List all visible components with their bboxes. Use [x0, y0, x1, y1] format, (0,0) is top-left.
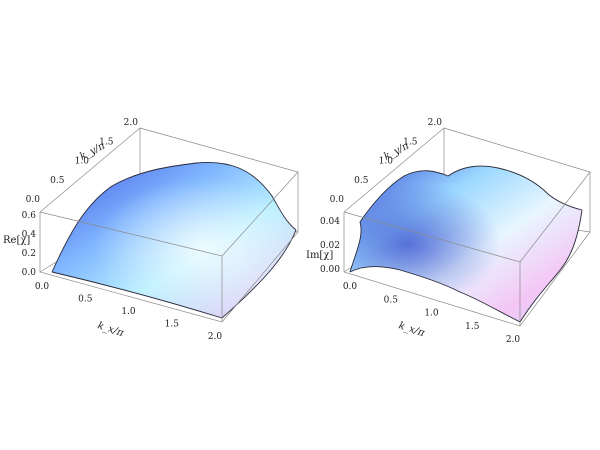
- z-axis-label: Im[χ]: [306, 250, 333, 261]
- z-tick-label: 0.2: [22, 249, 36, 259]
- y-tick-label: 0.0: [330, 195, 345, 205]
- z-tick-label: 0.6: [22, 211, 37, 221]
- y-axis-ticks: 0.0 0.5 1.0 1.5 2.0: [330, 118, 443, 205]
- imaginary-part-surface-shade: [350, 166, 582, 322]
- z-axis-ticks: 0.0 0.2 0.4 0.6: [22, 211, 37, 278]
- y-tick-label: 2.0: [428, 118, 443, 128]
- y-tick-label: 0.5: [354, 176, 369, 186]
- z-tick-label: 0.4: [22, 230, 37, 240]
- x-tick-label: 2.0: [208, 332, 223, 342]
- y-tick-label: 2.0: [124, 118, 139, 128]
- z-tick-label: 0.0: [22, 268, 37, 278]
- y-tick-label: 1.0: [379, 157, 394, 167]
- x-tick-label: 1.5: [165, 320, 180, 330]
- x-tick-label: 1.0: [121, 307, 136, 317]
- x-tick-label: 0.0: [343, 282, 358, 292]
- x-tick-label: 2.0: [506, 335, 521, 345]
- x-axis-label: k_x/π: [96, 320, 125, 339]
- y-tick-label: 1.5: [99, 137, 114, 147]
- z-tick-label: 0.00: [320, 265, 340, 275]
- y-tick-label: 1.5: [403, 137, 418, 147]
- x-axis-ticks: 0.0 0.5 1.0 1.5 2.0: [343, 282, 521, 345]
- x-tick-label: 1.5: [465, 322, 480, 332]
- real-part-surface-highlight: [52, 162, 296, 318]
- imaginary-part-surface-chart: 0.00 0.02 0.04 0.0 0.5 1.0 1.5 2.0 0.0 0.5 1.0 1.…: [306, 118, 591, 345]
- imaginary-part-surface-edge: [349, 165, 583, 273]
- x-axis-ticks: 0.0 0.5 1.0 1.5 2.0: [35, 282, 223, 342]
- x-tick-label: 0.0: [35, 282, 50, 292]
- z-tick-label: 0.02: [320, 241, 340, 251]
- x-tick-label: 1.0: [424, 309, 439, 319]
- real-part-surface-front-edge: [51, 229, 297, 319]
- box-front: [343, 212, 591, 327]
- y-axis-ticks: 0.0 0.5 1.0 1.5 2.0: [26, 118, 139, 205]
- z-axis-ticks: 0.00 0.02 0.04: [320, 217, 340, 275]
- y-tick-label: 1.0: [75, 157, 90, 167]
- y-tick-label: 0.5: [50, 176, 65, 186]
- box-front: [39, 212, 299, 323]
- z-tick-label: 0.04: [320, 217, 340, 227]
- x-tick-label: 0.5: [78, 295, 93, 305]
- box-top-front: [39, 171, 299, 257]
- y-tick-label: 0.0: [26, 195, 41, 205]
- real-part-surface-edge: [51, 161, 297, 273]
- x-axis-label: k_x/π: [397, 320, 426, 339]
- imaginary-part-surface-front-edge: [349, 209, 583, 323]
- x-tick-label: 0.5: [384, 295, 399, 305]
- z-axis-label: Re[χ]: [3, 235, 30, 246]
- real-part-surface-chart: 0.0 0.2 0.4 0.6 0.0 0.5 1.0 1.5 2.0 0.0 0.5 1.0 1.…: [3, 118, 299, 342]
- box-top-front: [343, 171, 591, 263]
